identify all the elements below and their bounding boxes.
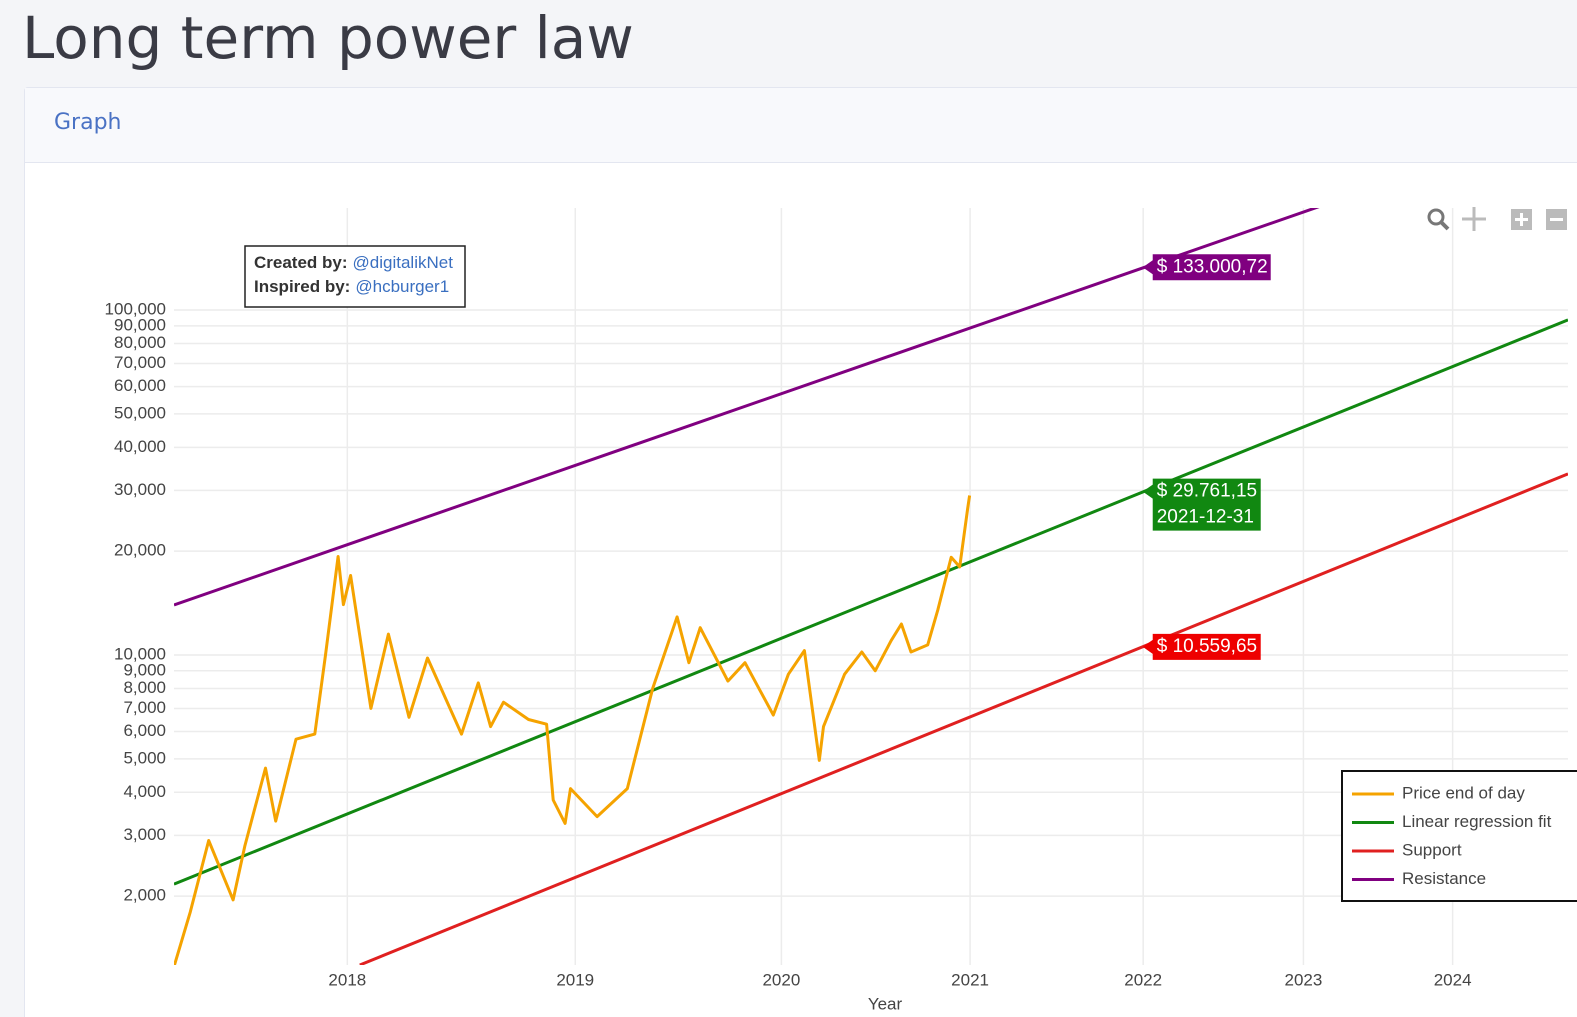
legend-label: Support — [1402, 840, 1462, 859]
x-tick-label: 2019 — [556, 970, 594, 989]
credits-line: Created by: @digitalikNet — [254, 253, 453, 272]
credits-link: @digitalikNet — [353, 253, 454, 272]
annotation-box — [1142, 254, 1271, 281]
zoom-in-button[interactable] — [1511, 209, 1532, 230]
x-axis-title: Year — [868, 994, 903, 1013]
modebar — [1427, 207, 1567, 231]
card-header — [25, 88, 1577, 163]
y-tick-label: 8,000 — [123, 678, 166, 697]
x-tick-label: 2024 — [1434, 970, 1472, 989]
series-line — [174, 495, 972, 965]
series-line — [174, 208, 1320, 607]
y-tick-label: 4,000 — [123, 782, 166, 801]
y-tick-label: 3,000 — [123, 825, 166, 844]
annotation-text: $ 10.559,65 — [1157, 636, 1257, 657]
plot-area — [174, 208, 1568, 965]
y-tick-label: 40,000 — [114, 437, 166, 456]
y-tick-label: 70,000 — [114, 353, 166, 372]
y-tick-label: 10,000 — [114, 644, 166, 663]
x-tick-label: 2021 — [951, 970, 989, 989]
legend-label: Linear regression fit — [1402, 812, 1552, 831]
series-line — [174, 318, 1568, 886]
y-tick-label: 6,000 — [123, 721, 166, 740]
y-tick-label: 20,000 — [114, 541, 166, 560]
x-tick-label: 2018 — [328, 970, 366, 989]
y-tick-label: 5,000 — [123, 748, 166, 767]
annotation-text: $ 29.761,15 — [1157, 481, 1257, 502]
series-line — [359, 472, 1568, 965]
credits-line: Inspired by: @hcburger1 — [254, 277, 449, 296]
credits-link: @hcburger1 — [355, 277, 449, 296]
legend-label: Resistance — [1402, 869, 1486, 888]
credits-label: Inspired by: — [254, 277, 350, 296]
card: Graph — [24, 87, 1577, 1017]
zoom-out-button[interactable] — [1546, 209, 1567, 230]
legend-label: Price end of day — [1402, 783, 1525, 802]
y-tick-label: 9,000 — [123, 660, 166, 679]
annotation-text: $ 133.000,72 — [1157, 256, 1268, 277]
card-title: Graph — [54, 110, 122, 135]
annotation-box — [1142, 478, 1261, 531]
y-tick-label: 90,000 — [114, 315, 166, 334]
y-tick-label: 80,000 — [114, 333, 166, 352]
credits-box — [244, 245, 466, 308]
annotation-box — [1142, 633, 1261, 660]
credits-label: Created by: — [254, 253, 348, 272]
x-tick-label: 2020 — [762, 970, 800, 989]
y-tick-label: 2,000 — [123, 886, 166, 905]
page-title: Long term power law — [22, 4, 634, 72]
zoom-button[interactable] — [1427, 208, 1450, 231]
y-tick-label: 30,000 — [114, 480, 166, 499]
y-tick-label: 50,000 — [114, 403, 166, 422]
pan-button[interactable] — [1462, 207, 1486, 231]
y-tick-label: 7,000 — [123, 698, 166, 717]
annotation-text: 2021-12-31 — [1157, 507, 1254, 528]
x-tick-label: 2023 — [1285, 970, 1323, 989]
y-tick-label: 100,000 — [105, 300, 166, 319]
x-tick-label: 2022 — [1124, 970, 1162, 989]
y-tick-label: 60,000 — [114, 376, 166, 395]
